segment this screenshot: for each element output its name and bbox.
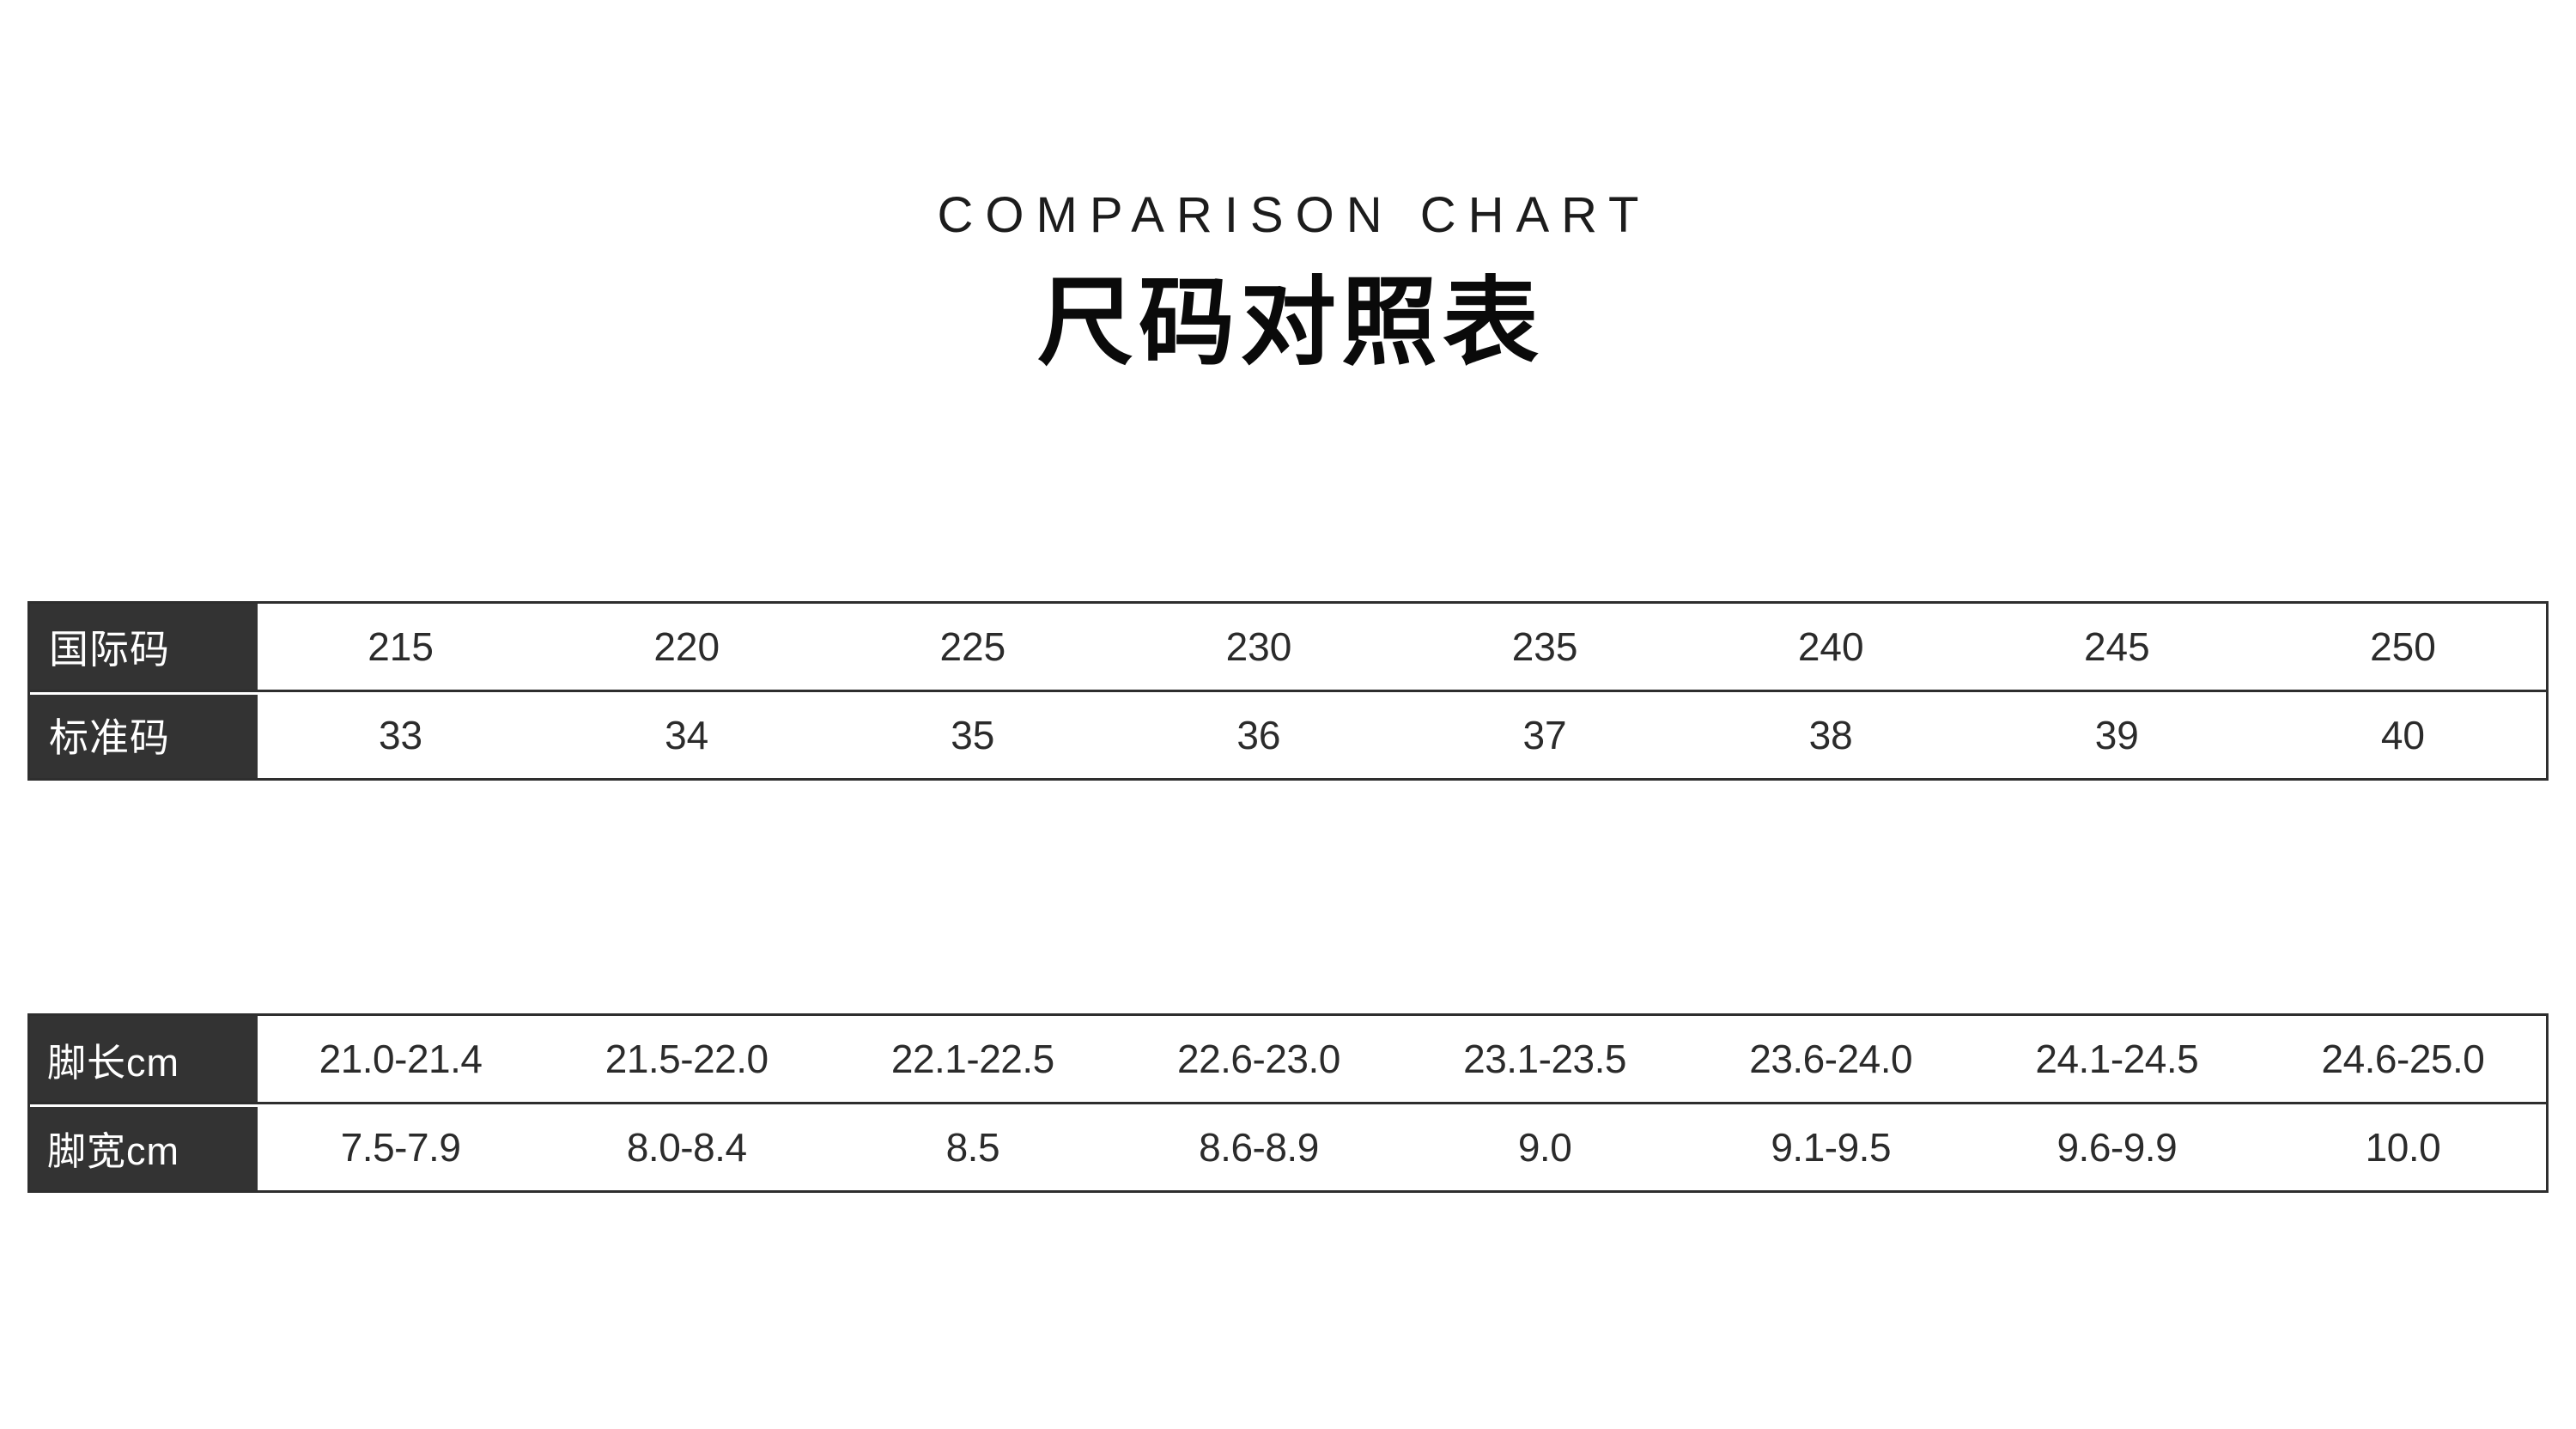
table-cell: 8.6-8.9 [1199,1125,1319,1170]
row-label-foot-length: 脚长cm [30,1016,258,1102]
table-cell: 225 [939,624,1006,669]
table-cell: 40 [2380,713,2426,757]
table-cell: 37 [1522,713,1567,757]
page-title: 尺码对照表 [1037,269,1544,376]
table-cell: 33 [378,713,423,757]
table-cell: 24.6-25.0 [2321,1037,2485,1081]
row-cells: 7.5-7.9 8.0-8.4 8.5 8.6-8.9 9.0 9.1-9.5 … [258,1104,2546,1190]
table-cell: 9.1-9.5 [1771,1125,1892,1170]
row-label-foot-width: 脚宽cm [30,1104,258,1190]
page-subtitle-english: COMPARISON CHART [937,187,1651,243]
table-cell: 23.1-23.5 [1463,1037,1626,1081]
table-cell: 215 [368,624,434,669]
table-cell: 9.6-9.9 [2057,1125,2178,1170]
title-block: COMPARISON CHART 尺码对照表 [0,191,2576,375]
table-cell: 8.0-8.4 [626,1125,747,1170]
row-cells: 33 34 35 36 37 38 39 40 [258,692,2546,778]
table-row: 脚长cm 21.0-21.4 21.5-22.0 22.1-22.5 22.6-… [30,1016,2546,1102]
table-cell: 7.5-7.9 [340,1125,461,1170]
table-cell: 235 [1511,624,1578,669]
table-cell: 245 [2083,624,2150,669]
table-cell: 21.5-22.0 [605,1037,769,1081]
table-cell: 38 [1808,713,1853,757]
row-cells: 21.0-21.4 21.5-22.0 22.1-22.5 22.6-23.0 … [258,1016,2546,1102]
table-cell: 24.1-24.5 [2035,1037,2199,1081]
table-cell: 23.6-24.0 [1749,1037,1913,1081]
table-cell: 21.0-21.4 [319,1037,483,1081]
table-cell: 8.5 [945,1125,1000,1170]
table-cell: 22.6-23.0 [1176,1037,1340,1081]
foot-measure-table: 脚长cm 21.0-21.4 21.5-22.0 22.1-22.5 22.6-… [27,1013,2549,1193]
table-cell: 39 [2094,713,2139,757]
row-cells: 215 220 225 230 235 240 245 250 [258,604,2546,690]
table-cell: 10.0 [2365,1125,2441,1170]
table-cell: 36 [1236,713,1281,757]
table-cell: 34 [665,713,709,757]
table-cell: 240 [1797,624,1864,669]
table-cell: 22.1-22.5 [890,1037,1054,1081]
table-cell: 220 [653,624,720,669]
table-row: 脚宽cm 7.5-7.9 8.0-8.4 8.5 8.6-8.9 9.0 9.1… [30,1102,2546,1190]
table-cell: 35 [951,713,995,757]
size-table: 国际码 215 220 225 230 235 240 245 250 标准码 … [27,601,2549,781]
row-label-international-size: 国际码 [30,604,258,690]
table-row: 标准码 33 34 35 36 37 38 39 40 [30,690,2546,778]
table-row: 国际码 215 220 225 230 235 240 245 250 [30,604,2546,690]
table-cell: 9.0 [1517,1125,1572,1170]
table-cell: 250 [2370,624,2436,669]
table-cell: 230 [1225,624,1292,669]
row-label-standard-size: 标准码 [30,692,258,778]
